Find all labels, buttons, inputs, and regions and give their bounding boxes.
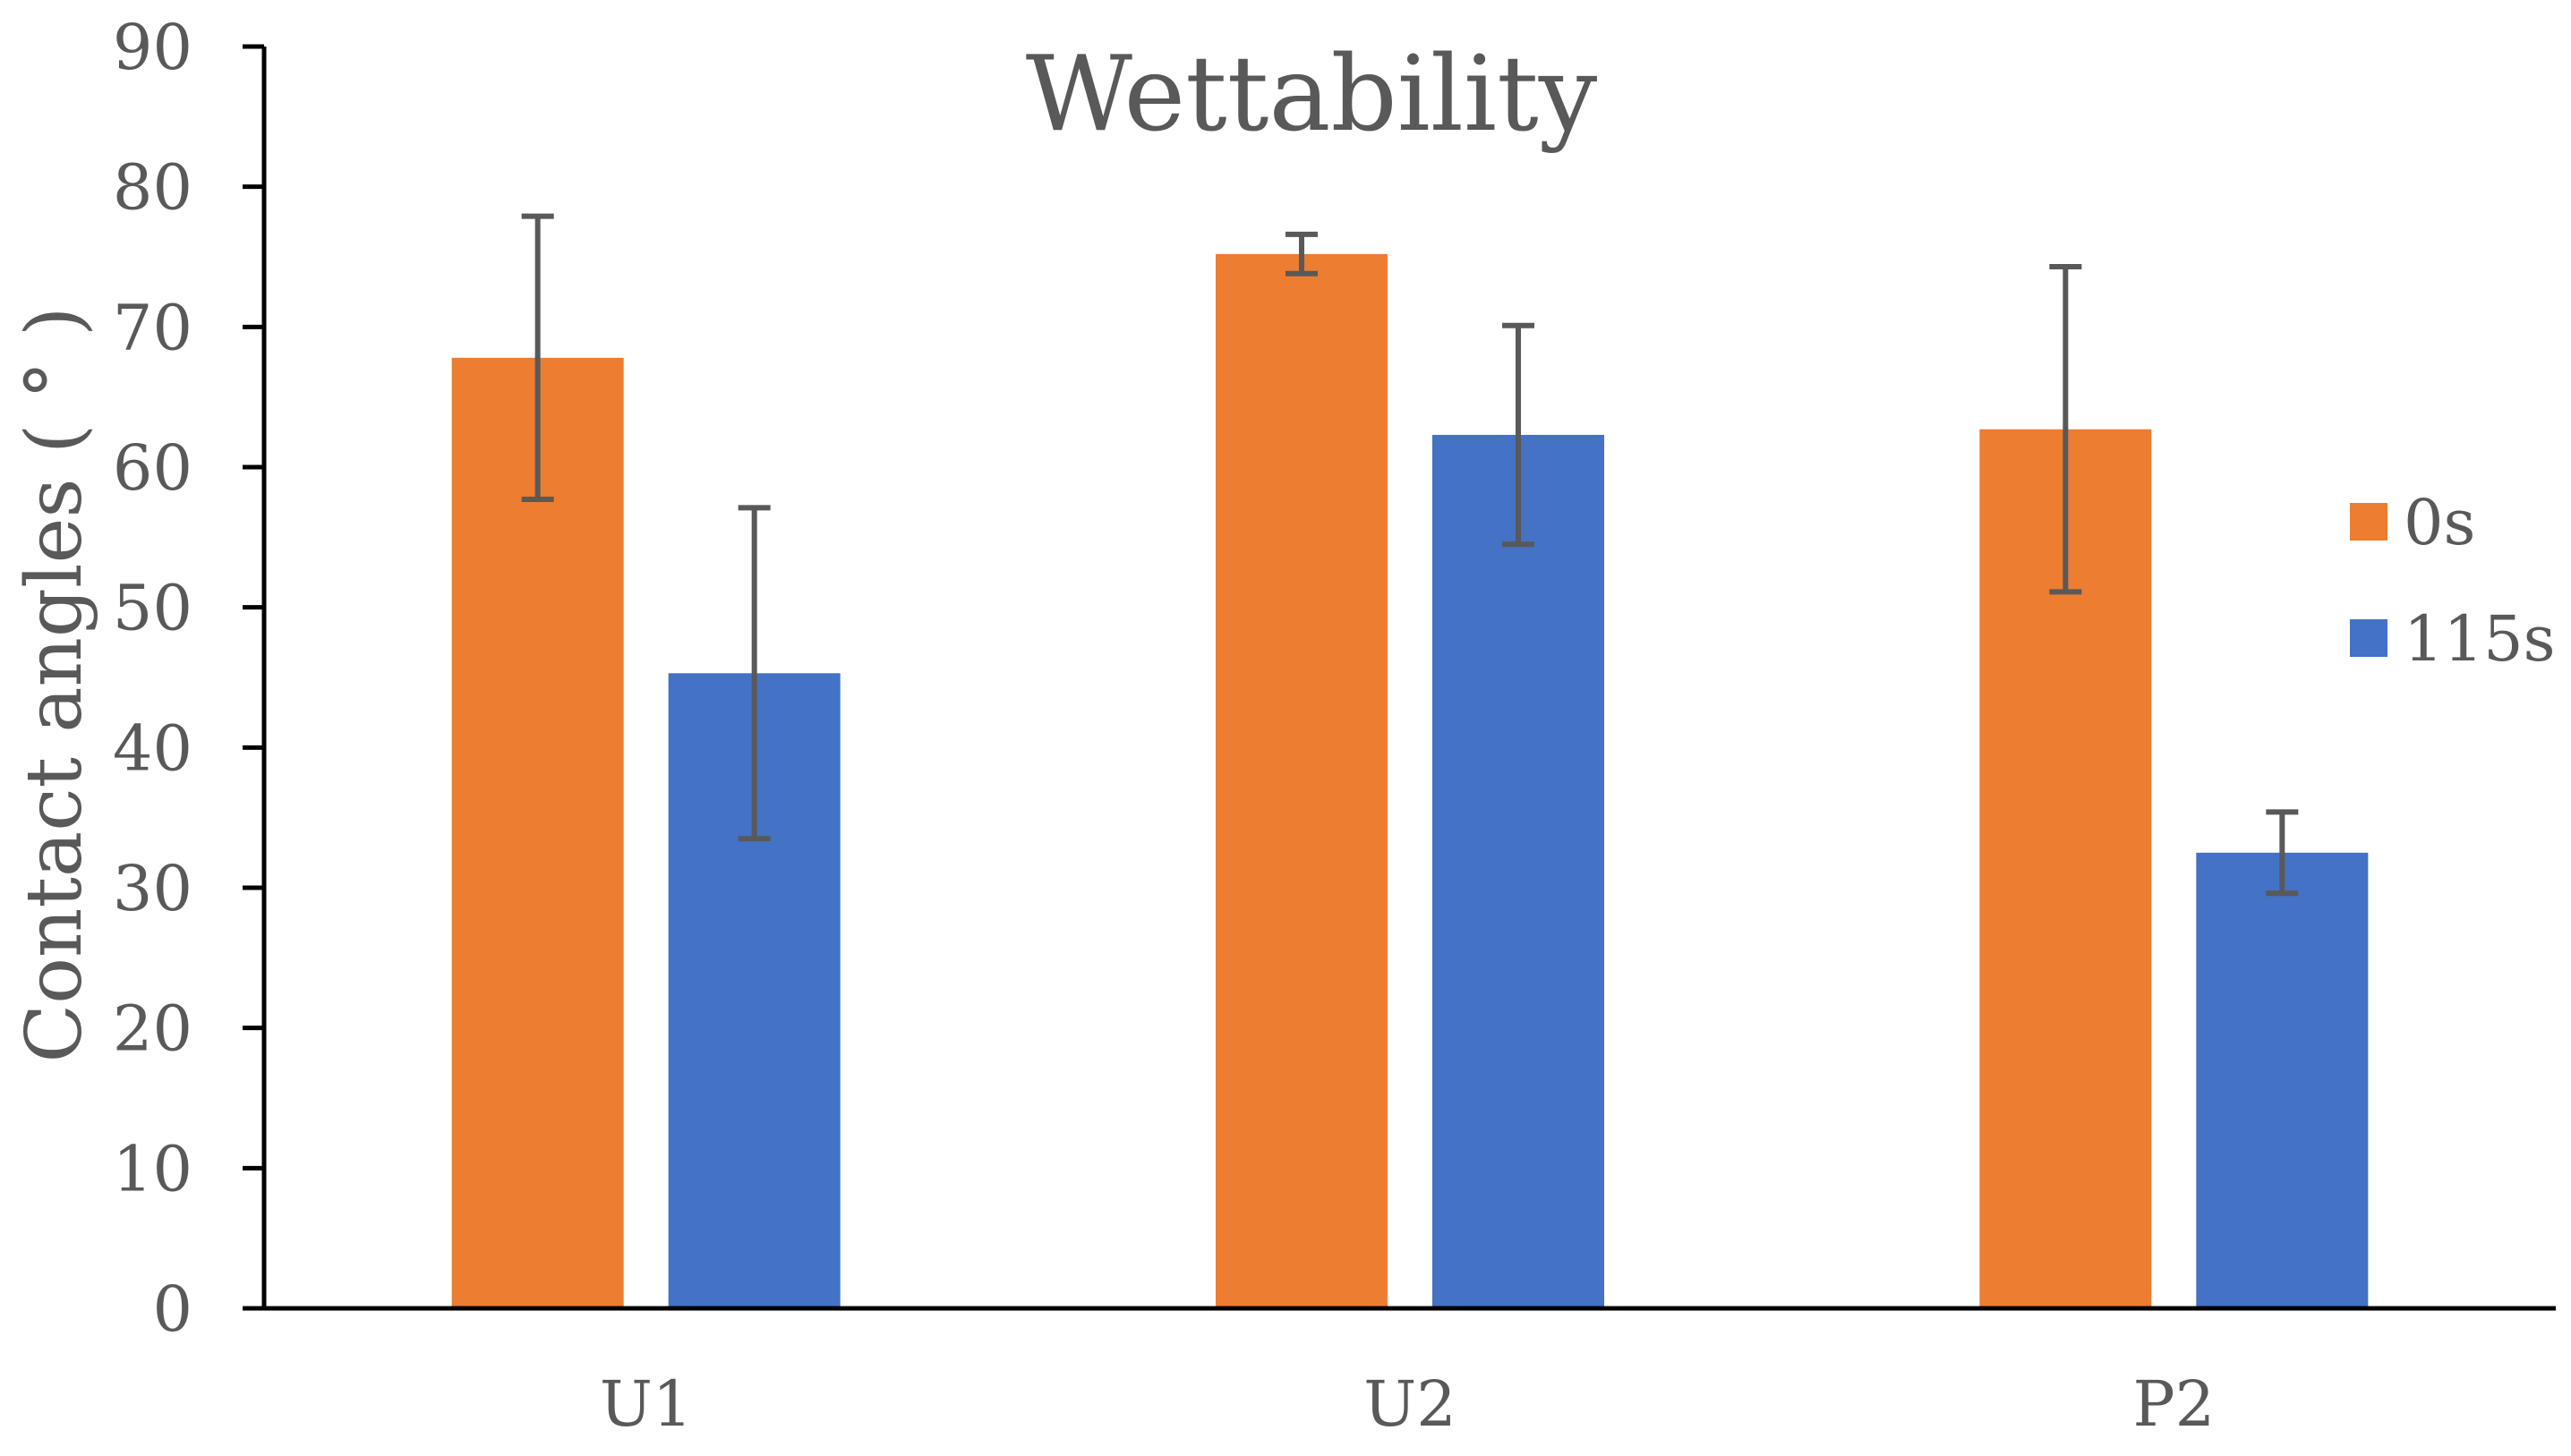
bars-group xyxy=(451,253,2369,1308)
y-tick-label-50: 50 xyxy=(113,572,192,645)
legend-swatch-115s xyxy=(2350,619,2387,657)
legend-item-115s: 115s xyxy=(2350,602,2556,676)
bar-115s-P2 xyxy=(2196,852,2369,1308)
error-bars-group xyxy=(521,213,2299,897)
chart-title: Wettability xyxy=(1026,34,1598,155)
bar-0s-U1 xyxy=(451,357,624,1308)
bar-115s-U2 xyxy=(1432,434,1604,1308)
legend-label-115s: 115s xyxy=(2404,602,2556,676)
y-axis-label: Contact angles ( ° ) xyxy=(10,306,99,1062)
error-bar-115s-P2 xyxy=(2266,809,2299,897)
error-bar-0s-P2 xyxy=(2049,263,2082,595)
y-tick-label-40: 40 xyxy=(113,711,192,785)
axes-group xyxy=(261,47,2556,1311)
error-bar-115s-U2 xyxy=(1502,322,1534,548)
y-tick-label-90: 90 xyxy=(113,11,192,84)
y-tick-label-0: 0 xyxy=(152,1273,192,1346)
bar-0s-U2 xyxy=(1216,253,1388,1308)
x-tick-label-P2: P2 xyxy=(2133,1367,2216,1441)
y-tick-label-70: 70 xyxy=(113,291,192,364)
legend: 0s 115s xyxy=(2350,486,2556,676)
legend-swatch-0s xyxy=(2350,503,2387,541)
y-ticks-group: 0 10 20 30 40 50 60 70 80 90 xyxy=(113,11,264,1346)
x-tick-label-U1: U1 xyxy=(600,1367,693,1441)
error-bar-0s-U2 xyxy=(1286,231,1318,277)
x-ticks-group: U1 U2 P2 xyxy=(600,1367,2215,1441)
y-tick-label-80: 80 xyxy=(113,151,192,225)
error-bar-115s-U1 xyxy=(738,505,771,842)
x-tick-label-U2: U2 xyxy=(1363,1367,1456,1441)
y-tick-label-30: 30 xyxy=(113,852,192,925)
legend-item-0s: 0s xyxy=(2350,486,2475,559)
y-tick-label-20: 20 xyxy=(113,992,192,1066)
y-tick-label-60: 60 xyxy=(113,431,192,505)
error-bar-0s-U1 xyxy=(521,213,554,503)
y-tick-label-10: 10 xyxy=(113,1132,192,1205)
legend-label-0s: 0s xyxy=(2404,486,2475,559)
